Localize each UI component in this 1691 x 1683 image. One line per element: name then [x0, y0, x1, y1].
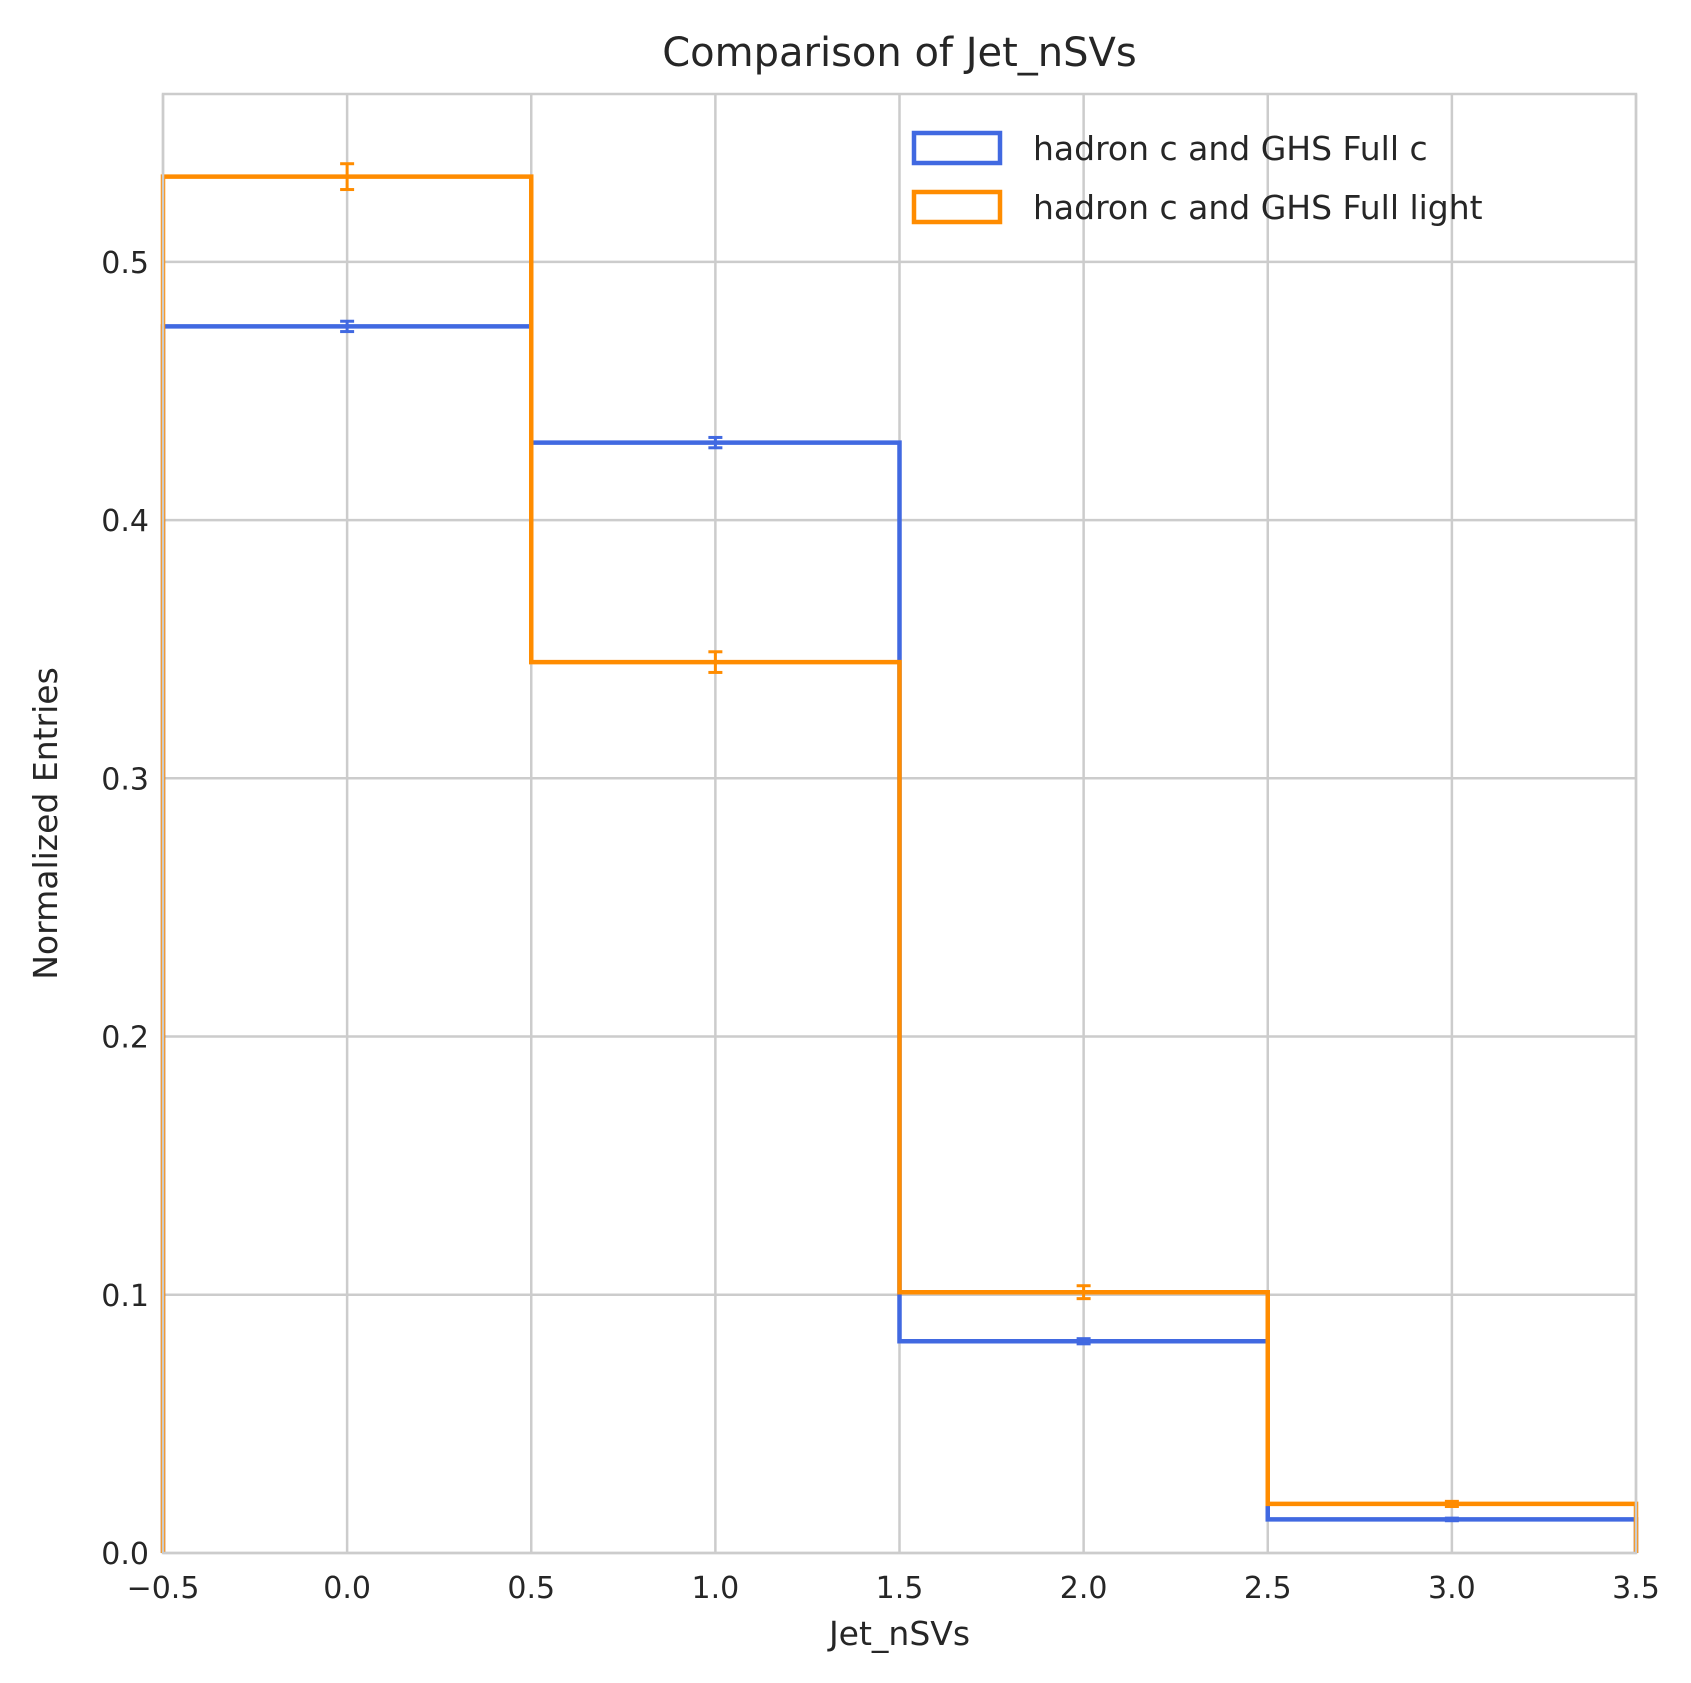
y-tick-label: 0.4	[101, 504, 149, 539]
y-axis-label: Normalized Entries	[26, 667, 65, 980]
legend-swatch	[911, 189, 1003, 225]
x-tick-label: 3.0	[1428, 1571, 1476, 1606]
legend-label: hadron c and GHS Full light	[1033, 188, 1483, 227]
error-bar	[708, 435, 723, 450]
error-bar	[1444, 1516, 1459, 1523]
x-tick-label: 3.5	[1612, 1571, 1660, 1606]
x-tick-label: 2.5	[1244, 1571, 1292, 1606]
x-tick-label: −0.5	[127, 1571, 200, 1606]
error-bar	[1076, 1337, 1091, 1346]
x-tick-label: 1.5	[876, 1571, 924, 1606]
legend-swatch	[911, 130, 1003, 166]
x-tick-label: 0.5	[507, 1571, 555, 1606]
tick-labels: −0.5 0.0 0.5 1.0 1.5 2.0 2.5 3.0 3.50.00.10.20.3…	[101, 246, 1660, 1606]
chart-title: Comparison of Jet_nSVs	[662, 30, 1137, 76]
y-tick-label: 0.1	[101, 1279, 149, 1314]
y-tick-label: 0.5	[101, 246, 149, 281]
x-tick-label: 1.0	[692, 1571, 740, 1606]
y-tick-label: 0.3	[101, 762, 149, 797]
y-tick-label: 0.2	[101, 1021, 149, 1056]
series-layer	[160, 162, 1639, 1553]
x-axis-label: Jet_nSVs	[827, 1614, 970, 1653]
plot-frame	[161, 92, 1638, 1555]
legend: hadron c and GHS Full c hadron c and GHS …	[911, 129, 1483, 227]
series-2	[160, 162, 1639, 1553]
legend-item: hadron c and GHS Full light	[911, 188, 1483, 227]
error-bar	[340, 319, 355, 334]
error-bar	[340, 162, 355, 192]
legend-label: hadron c and GHS Full c	[1033, 129, 1428, 168]
x-tick-label: 2.0	[1060, 1571, 1108, 1606]
error-bar	[1444, 1499, 1459, 1509]
error-bar	[1076, 1284, 1091, 1301]
legend-item: hadron c and GHS Full c	[911, 129, 1428, 168]
y-tick-label: 0.0	[101, 1537, 149, 1572]
x-tick-label: 0.0	[323, 1571, 371, 1606]
error-bar	[708, 650, 723, 674]
